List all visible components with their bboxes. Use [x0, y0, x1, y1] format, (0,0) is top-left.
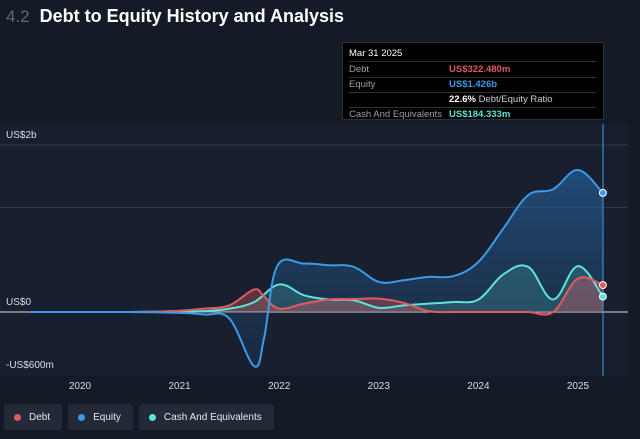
legend-label-equity: Equity: [93, 411, 121, 423]
cash-hover-marker: [598, 292, 607, 301]
hover-markers: [598, 188, 607, 301]
page-title: Debt to Equity History and Analysis: [39, 6, 345, 26]
legend-item-debt[interactable]: Debt: [4, 404, 63, 430]
y-tick-label: US$0: [6, 297, 31, 308]
legend-item-cash[interactable]: Cash And Equivalents: [138, 404, 274, 430]
tooltip-debt-value: US$322.480m: [449, 64, 511, 75]
equity-line: [30, 169, 604, 368]
x-tick-label: 2024: [467, 381, 490, 392]
section-number: 4.2: [6, 7, 30, 26]
equity-area: [30, 170, 603, 367]
tooltip-row-equity: Equity US$1.426b: [349, 78, 597, 93]
x-tick-label: 2022: [268, 381, 291, 392]
legend-label-cash: Cash And Equivalents: [163, 411, 262, 423]
series-lines: [30, 169, 604, 368]
page-header: 4.2 Debt to Equity History and Analysis: [6, 6, 344, 32]
legend-dot-equity: [78, 413, 86, 421]
x-tick-label: 2025: [567, 381, 590, 392]
chart-tooltip: Mar 31 2025 Debt US$322.480m Equity US$1…: [342, 42, 604, 120]
x-tick-label: 2023: [368, 381, 391, 392]
legend-dot-debt: [14, 413, 21, 421]
tooltip-cash-label: Cash And Equivalents: [349, 109, 442, 120]
legend-label-debt: Debt: [29, 411, 51, 423]
debt-line: [30, 276, 604, 316]
series-areas: [30, 170, 603, 367]
chart-legend: Debt Equity Cash And Equivalents: [4, 404, 274, 430]
y-tick-label: US$2b: [6, 130, 37, 141]
debt-area: [30, 277, 603, 315]
y-axis-labels: US$2b US$0 -US$600m: [6, 130, 54, 371]
tooltip-ratio-label: Debt/Equity Ratio: [478, 94, 553, 105]
tooltip-ratio-value: 22.6%: [449, 94, 476, 105]
tooltip-cash-value: US$184.333m: [449, 109, 511, 120]
tooltip-date: Mar 31 2025: [349, 47, 597, 62]
equity-hover-marker: [598, 188, 607, 197]
legend-item-equity[interactable]: Equity: [68, 404, 133, 430]
x-tick-label: 2020: [69, 381, 92, 392]
tooltip-debt-label: Debt: [349, 64, 370, 75]
x-tick-label: 2021: [168, 381, 191, 392]
cash-area: [30, 265, 603, 313]
tooltip-equity-value: US$1.426b: [449, 79, 498, 90]
tooltip-equity-label: Equity: [349, 79, 376, 90]
y-tick-label: -US$600m: [6, 360, 54, 371]
tooltip-row-cash: Cash And Equivalents US$184.333m: [349, 108, 597, 122]
tooltip-row-ratio: 22.6% Debt/Equity Ratio: [349, 93, 597, 108]
tooltip-row-debt: Debt US$322.480m: [349, 63, 597, 78]
debt-hover-marker: [598, 281, 607, 290]
x-axis-labels: 2020 2021 2022 2023 2024 2025: [69, 381, 590, 392]
legend-dot-cash: [148, 413, 156, 421]
